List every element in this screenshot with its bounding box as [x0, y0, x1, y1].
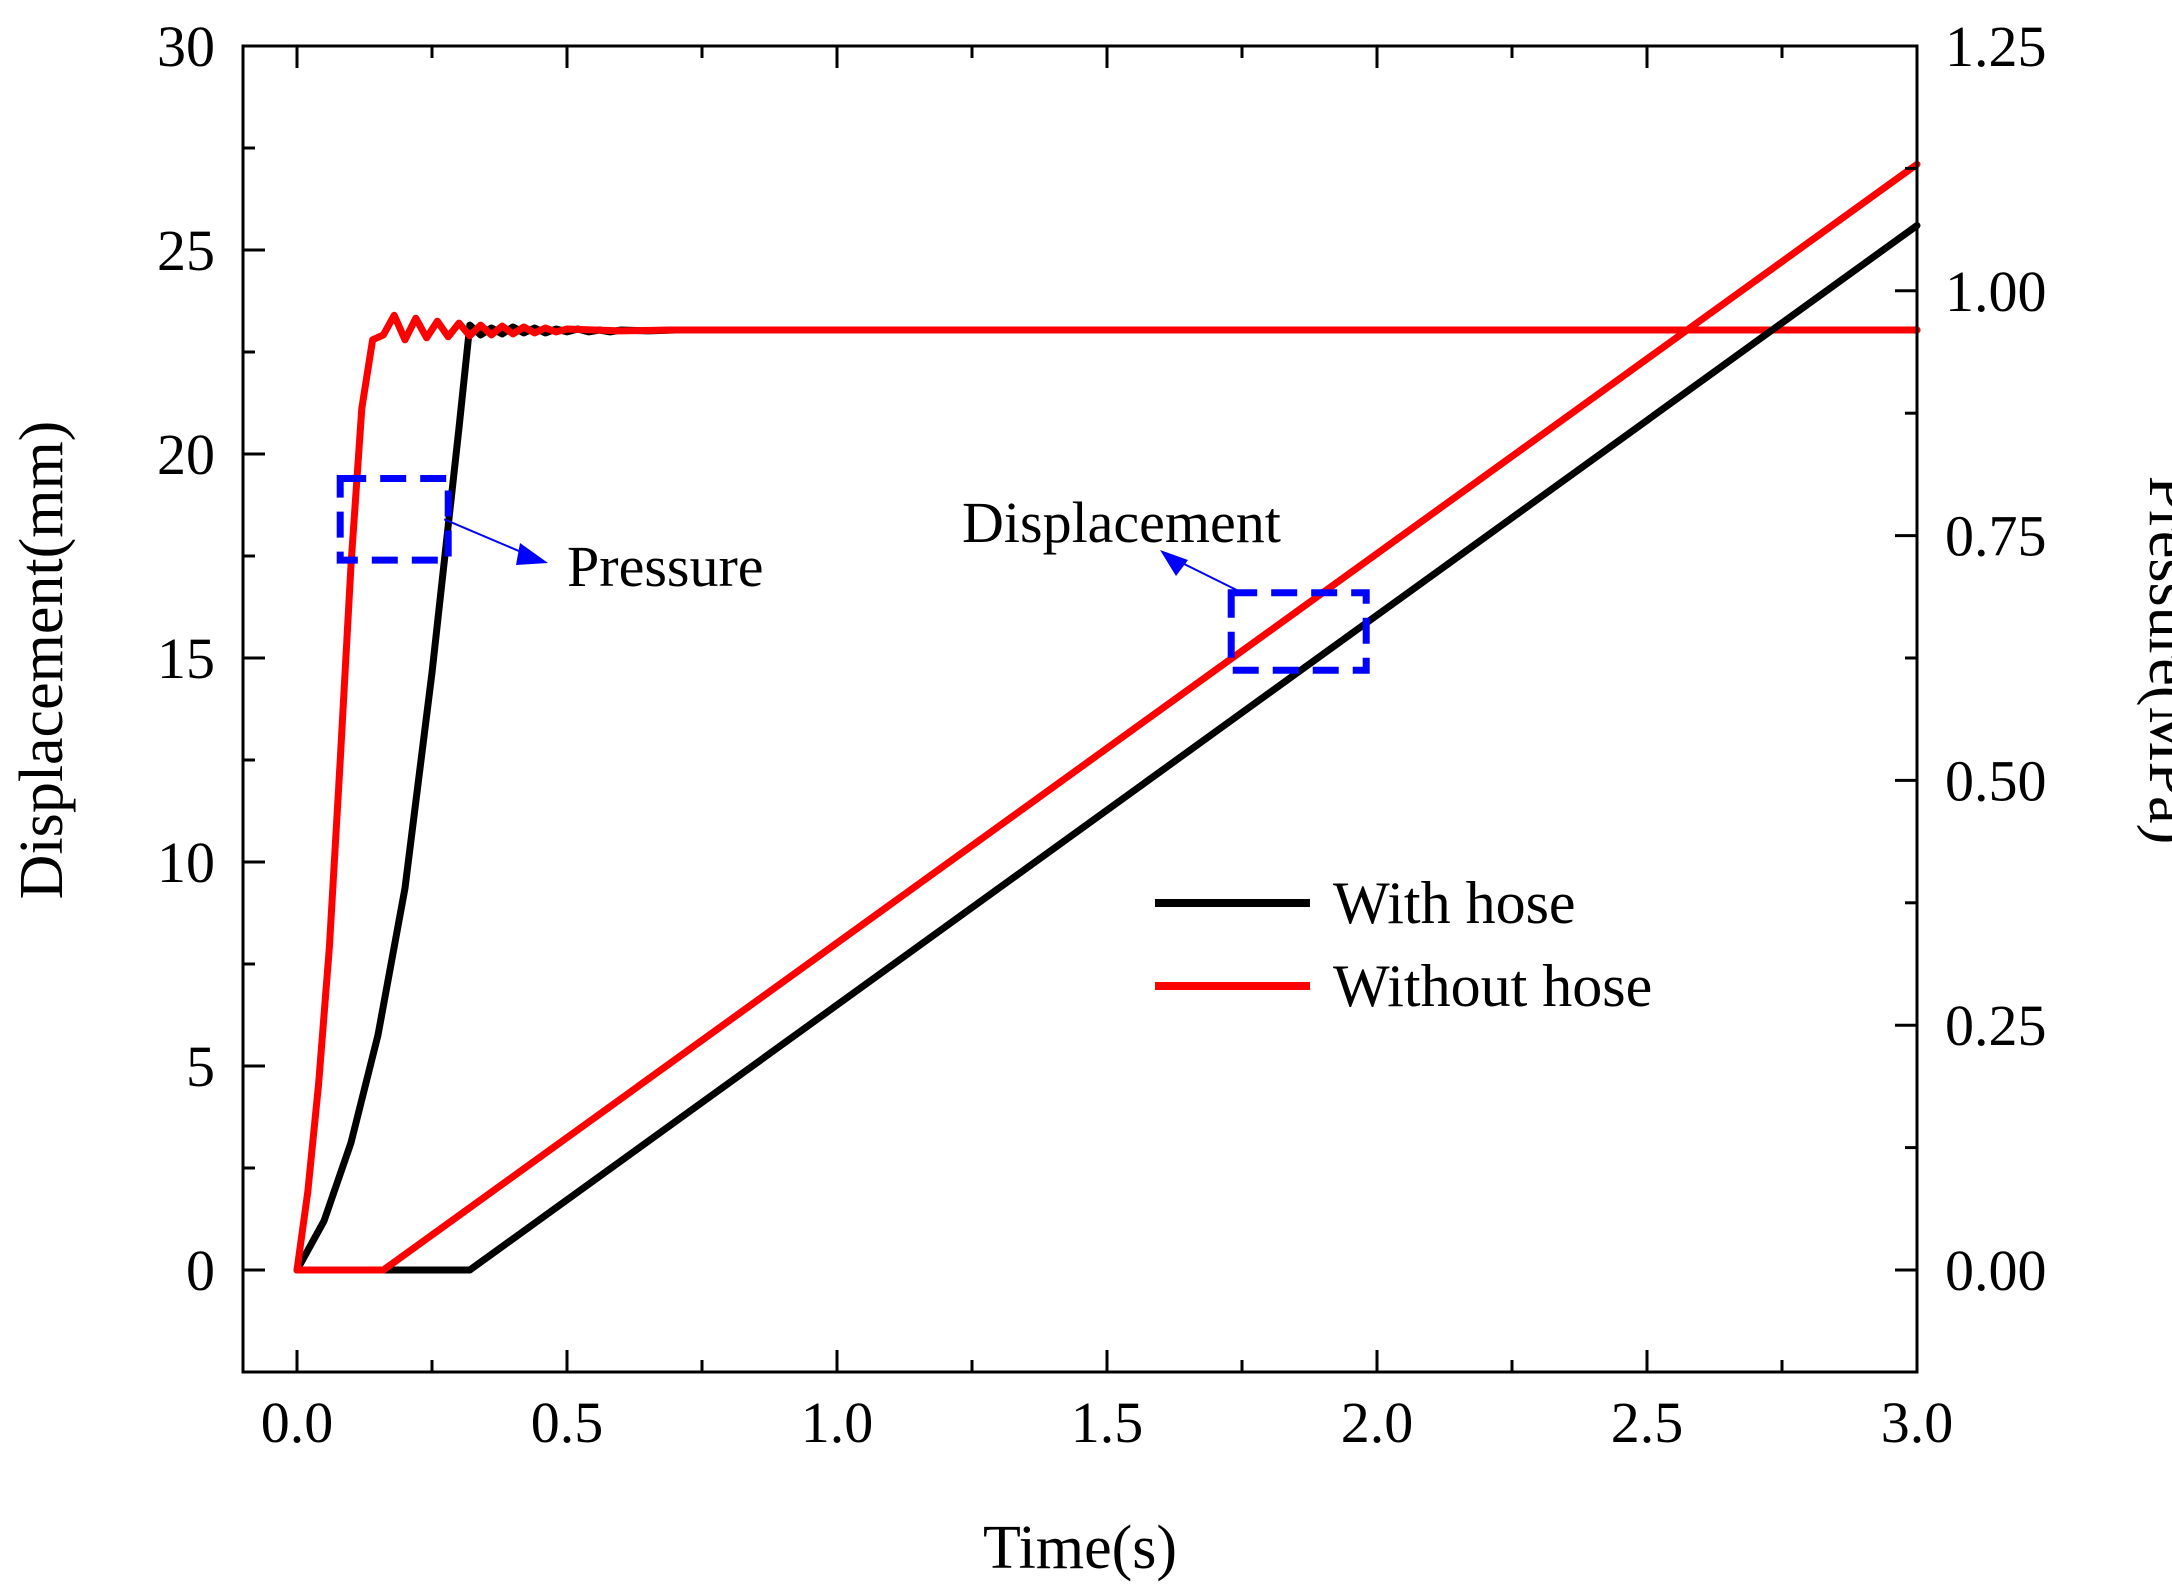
legend: With hose Without hose — [1155, 870, 1652, 1019]
y-tick-label: 20 — [157, 422, 215, 487]
annotation-arrowhead-displacement — [1160, 550, 1188, 576]
plot-frame — [241, 44, 1919, 1374]
x-tick-label: 0.5 — [531, 1390, 604, 1455]
y2-tick-label: 1.00 — [1945, 259, 2047, 324]
x-tick-label: 1.5 — [1071, 1390, 1144, 1455]
y-tick-label: 0 — [186, 1238, 215, 1303]
series-layer — [293, 160, 1921, 1274]
annotation-box-pressure — [336, 474, 452, 564]
x-tick-label: 2.5 — [1611, 1390, 1684, 1455]
y-tick-label: 5 — [186, 1034, 215, 1099]
x-axis-title: Time(s) — [983, 1514, 1177, 1582]
y2-tick-label: 0.75 — [1945, 504, 2047, 569]
y-axis-title: Displacement(mm) — [8, 421, 76, 900]
x-tick-label: 3.0 — [1881, 1390, 1954, 1455]
y-tick-label: 30 — [157, 14, 215, 79]
y2-tick-label: 0.00 — [1945, 1238, 2047, 1303]
y2-axis-ticks: 0.00 0.25 0.50 0.75 1.00 1.25 — [1895, 14, 2047, 1303]
y-tick-label: 15 — [157, 626, 215, 691]
series-pressure-without-hose — [293, 311, 1921, 1274]
y2-tick-label: 1.25 — [1945, 14, 2047, 79]
x-tick-label: 2.0 — [1341, 1390, 1414, 1455]
y2-tick-label: 0.50 — [1945, 748, 2047, 813]
annotation-pressure: Pressure — [567, 534, 764, 599]
y-axis-ticks: 0 5 10 15 20 25 30 — [157, 14, 265, 1374]
annotation-layer — [336, 474, 1370, 674]
annotation-box-displacement — [1227, 589, 1370, 674]
annotation-displacement: Displacement — [962, 490, 1281, 555]
annotation-arrowhead-pressure — [516, 543, 548, 565]
y2-tick-label: 0.25 — [1945, 993, 2047, 1058]
legend-label-without-hose: Without hose — [1333, 953, 1652, 1019]
annotation-pressure-label: Pressure — [567, 534, 764, 599]
y-tick-label: 25 — [157, 218, 215, 283]
x-axis-ticks: 0.0 0.5 1.0 1.5 2.0 2.5 3.0 — [261, 46, 1954, 1455]
x-tick-label: 1.0 — [801, 1390, 874, 1455]
x-tick-label: 0.0 — [261, 1390, 334, 1455]
y2-axis-title: Pressure(MPa) — [2136, 476, 2172, 845]
series-displacement-without-hose — [293, 160, 1921, 1274]
y-tick-label: 10 — [157, 830, 215, 895]
annotation-displacement-label: Displacement — [962, 490, 1281, 555]
legend-label-with-hose: With hose — [1333, 870, 1576, 936]
